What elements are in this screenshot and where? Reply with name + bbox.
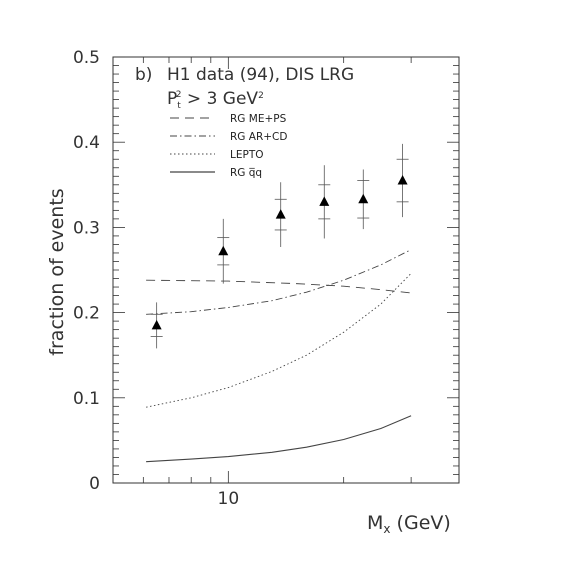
data-marker-triangle (319, 196, 330, 206)
y-tick-label: 0 (89, 474, 100, 494)
legend-label: RG AR+CD (230, 131, 287, 143)
panel-label: b) (135, 65, 152, 85)
data-point (318, 165, 331, 239)
data-point (357, 169, 370, 230)
legend-label: RG ME+PS (230, 113, 287, 125)
cut-label-sub: t (177, 101, 181, 111)
cut-label-rest: > 3 GeV (182, 89, 259, 109)
data-marker-triangle (397, 175, 408, 185)
cut-label-p: P (167, 89, 177, 109)
cut-label: Pt2 > 3 GeV2 (167, 89, 264, 111)
cut-label-sup: 2 (176, 90, 182, 100)
series-line-solid (146, 415, 412, 463)
x-axis-label: Mx (GeV) (367, 512, 451, 536)
data-marker-triangle (218, 245, 229, 256)
data-marker-triangle (358, 193, 369, 204)
data-point (217, 218, 230, 284)
x-axis-label-sub: x (383, 522, 390, 536)
y-tick-label: 0.3 (73, 218, 100, 238)
model-curves (146, 249, 412, 463)
y-tick-label: 0.4 (73, 133, 100, 153)
y-tick-label: 0.5 (73, 48, 100, 68)
data-marker-triangle (151, 319, 162, 330)
tick-labels: 0 0.1 0.2 0.3 0.4 0.5 10 (73, 48, 239, 509)
data-point (396, 143, 409, 218)
y-tick-label: 0.1 (73, 389, 100, 409)
chart-title: H1 data (94), DIS LRG (167, 65, 354, 85)
x-axis-label-main: M (367, 512, 383, 534)
series-line-dotted (146, 273, 412, 408)
cut-label-rest-sup: 2 (258, 91, 264, 101)
series-line-dashed (146, 279, 412, 294)
y-tick-label: 0.2 (73, 304, 100, 324)
data-marker-triangle (275, 209, 286, 219)
axis-ticks (112, 56, 460, 484)
y-axis-label: fraction of events (46, 188, 68, 355)
data-point (274, 182, 287, 247)
data-point (150, 302, 163, 349)
x-axis-label-unit: (GeV) (391, 512, 451, 534)
series-line-dashdot (146, 249, 412, 315)
legend-label: RG q̅q (230, 167, 262, 179)
legend-label: LEPTO (230, 149, 264, 161)
legend: RG ME+PS RG AR+CD LEPTO RG q̅q (170, 113, 287, 179)
x-tick-label: 10 (218, 489, 240, 509)
data-points (150, 143, 409, 349)
